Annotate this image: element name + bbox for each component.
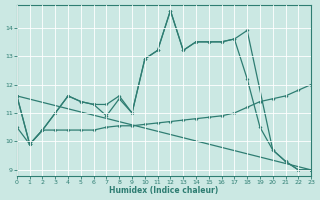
X-axis label: Humidex (Indice chaleur): Humidex (Indice chaleur) [109, 186, 219, 195]
